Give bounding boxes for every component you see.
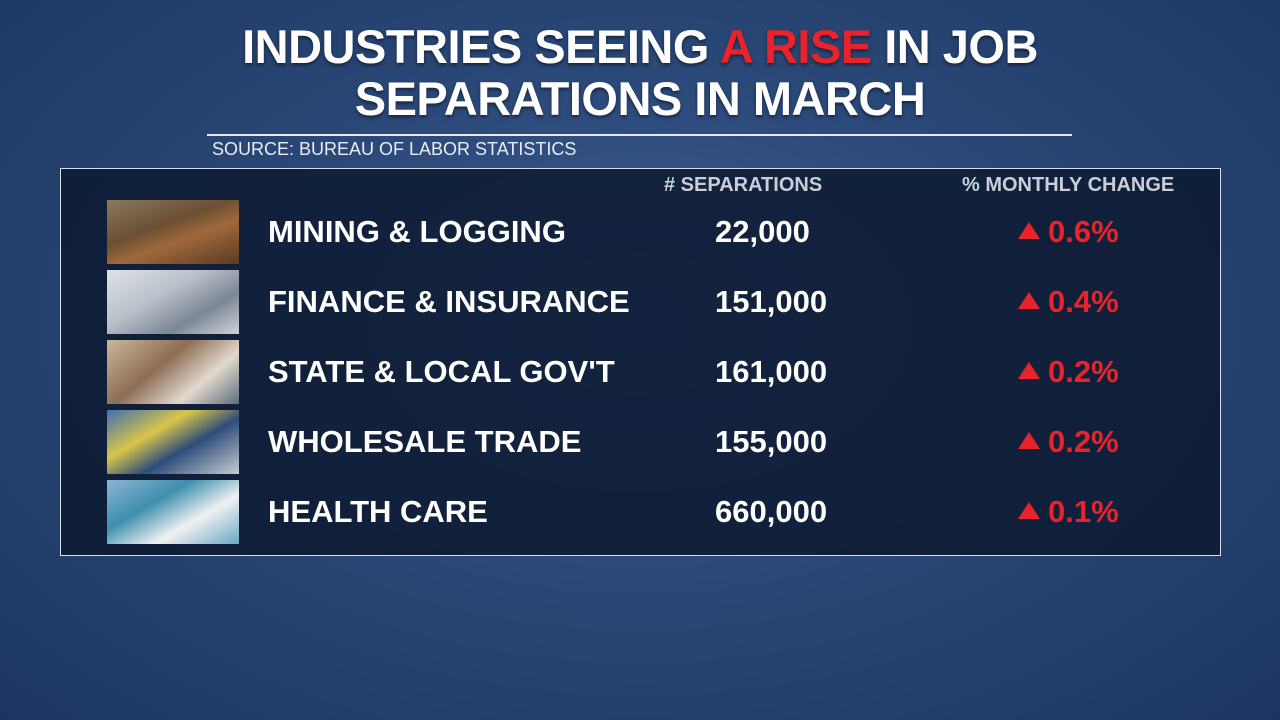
monthly-change: 0.2% — [1048, 354, 1119, 389]
industry-name: FINANCE & INSURANCE — [268, 284, 630, 319]
row-photo — [107, 410, 239, 474]
monthly-change: 0.2% — [1048, 424, 1119, 459]
monthly-change: 0.4% — [1048, 284, 1119, 319]
industry-name: HEALTH CARE — [268, 494, 488, 529]
row-photo — [107, 270, 239, 334]
title-text: INDUSTRIES SEEING — [242, 20, 720, 73]
separations: 660,000 — [715, 494, 828, 529]
separations: 151,000 — [715, 284, 828, 319]
monthly-change: 0.6% — [1048, 214, 1119, 249]
title-highlight: A RISE — [719, 20, 872, 73]
up-arrow — [1018, 362, 1040, 379]
table-row: STATE & LOCAL GOV'T 161,000 0.2% — [0, 340, 1280, 406]
table-row: FINANCE & INSURANCE 151,000 0.4% — [0, 270, 1280, 336]
row-photo — [107, 480, 239, 544]
monthly-change: 0.1% — [1048, 494, 1119, 529]
table-row: MINING & LOGGING 22,000 0.6% — [0, 200, 1280, 266]
divider — [207, 134, 1072, 136]
column-header: % MONTHLY CHANGE — [962, 174, 1175, 196]
table-row: WHOLESALE TRADE 155,000 0.2% — [0, 410, 1280, 476]
row-photo — [107, 340, 239, 404]
up-arrow — [1018, 292, 1040, 309]
source: SOURCE: BUREAU OF LABOR STATISTICS — [212, 139, 577, 159]
up-arrow — [1018, 502, 1040, 519]
table-row: HEALTH CARE 660,000 0.1% — [0, 480, 1280, 546]
separations: 155,000 — [715, 424, 828, 459]
title-line-1: INDUSTRIES SEEING A RISE IN JOB — [0, 22, 1280, 72]
separations: 161,000 — [715, 354, 828, 389]
industry-name: STATE & LOCAL GOV'T — [268, 354, 615, 389]
row-photo — [107, 200, 239, 264]
title-text: IN JOB — [871, 20, 1038, 73]
separations: 22,000 — [715, 214, 810, 249]
up-arrow — [1018, 222, 1040, 239]
column-header: # SEPARATIONS — [664, 174, 823, 196]
title-line-2: SEPARATIONS IN MARCH — [354, 72, 926, 125]
up-arrow — [1018, 432, 1040, 449]
industry-name: WHOLESALE TRADE — [268, 424, 582, 459]
industry-name: MINING & LOGGING — [268, 214, 566, 249]
